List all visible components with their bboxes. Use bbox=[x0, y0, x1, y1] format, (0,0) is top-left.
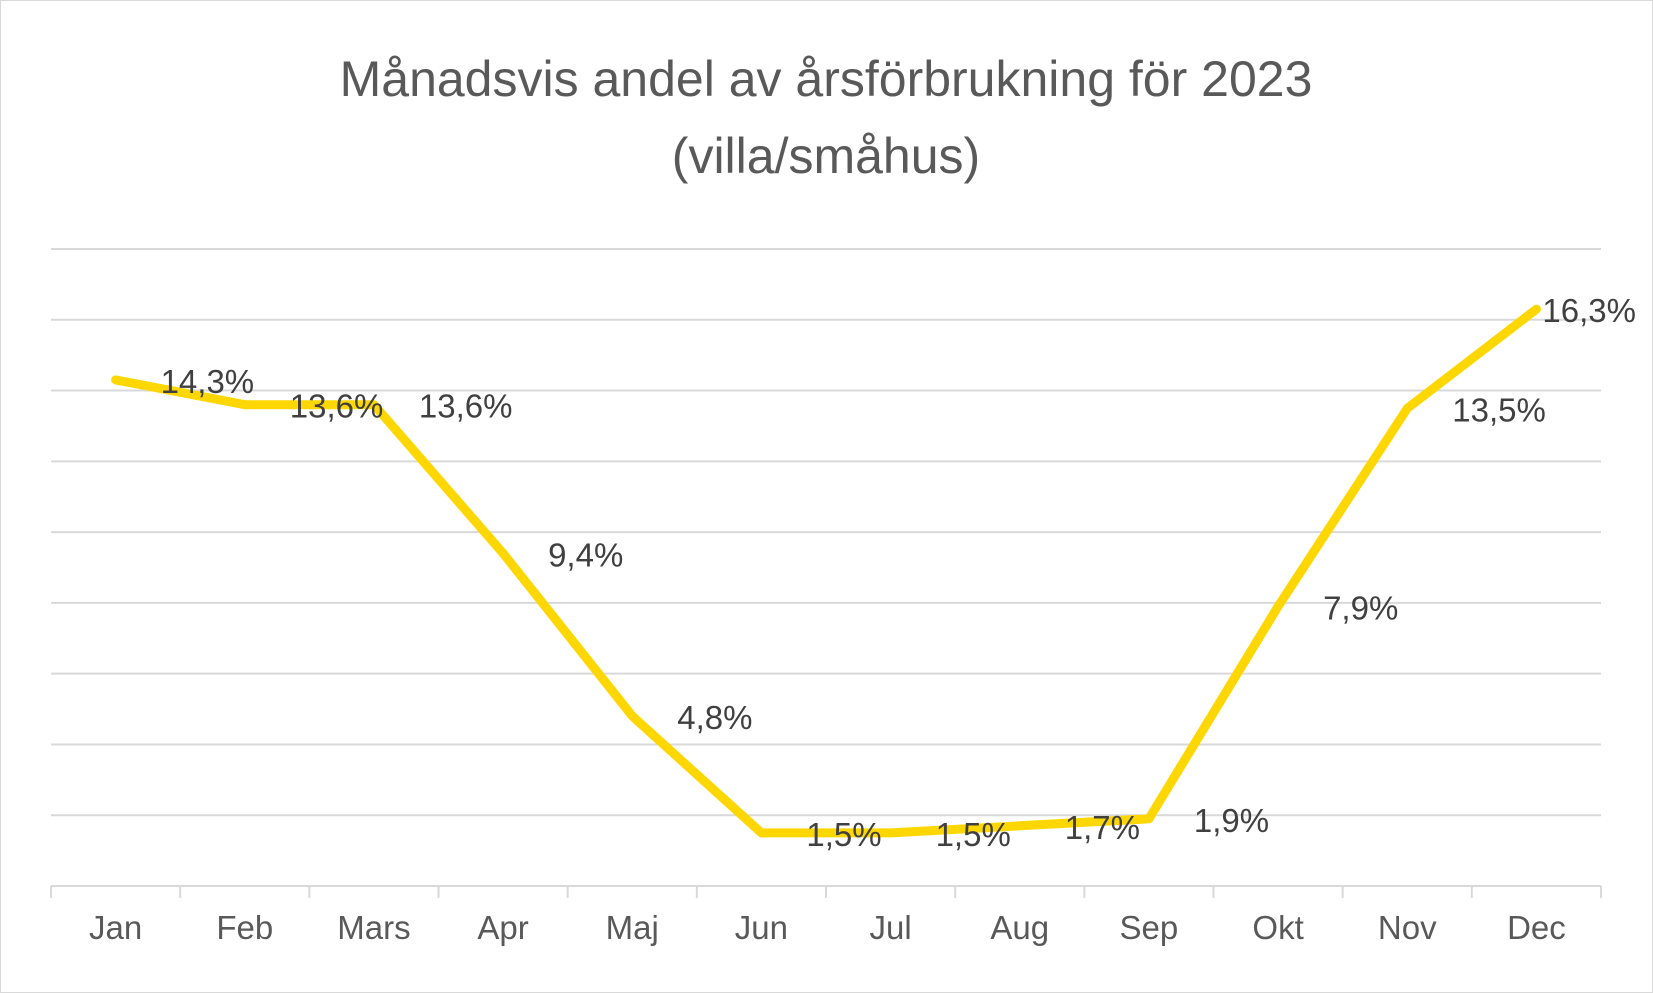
data-label: 14,3% bbox=[161, 363, 255, 400]
data-label: 16,3% bbox=[1542, 292, 1636, 329]
chart-title-line-1: Månadsvis andel av årsförbrukning för 20… bbox=[340, 51, 1313, 107]
gridlines bbox=[51, 248, 1601, 817]
data-label: 1,5% bbox=[806, 816, 881, 853]
data-label: 1,9% bbox=[1194, 802, 1269, 839]
x-tick-label: Mars bbox=[337, 909, 410, 946]
x-tick-label: Nov bbox=[1378, 909, 1437, 946]
x-tick-label: Jul bbox=[869, 909, 911, 946]
data-label: 13,6% bbox=[419, 388, 513, 425]
x-tick-label: Maj bbox=[606, 909, 659, 946]
data-label: 1,5% bbox=[936, 816, 1011, 853]
data-label: 9,4% bbox=[548, 536, 623, 573]
x-tick-label: Jun bbox=[735, 909, 788, 946]
x-tick-label: Sep bbox=[1120, 909, 1179, 946]
data-label: 13,5% bbox=[1452, 391, 1546, 428]
data-label: 4,8% bbox=[677, 699, 752, 736]
x-axis: Jan Feb Mars Apr Maj Jun Jul Aug Sep Okt Nov Dec bbox=[50, 885, 1602, 946]
x-tick-label: Apr bbox=[477, 909, 528, 946]
x-tick-label: Jan bbox=[89, 909, 142, 946]
data-label: 1,7% bbox=[1065, 809, 1140, 846]
data-labels: 14,3% 13,6% 13,6% 9,4% 4,8% 1,5% 1,5% 1,7% 1,9% 7… bbox=[161, 292, 1636, 853]
x-tick-label: Okt bbox=[1252, 909, 1303, 946]
chart-title-line-2: (villa/småhus) bbox=[672, 128, 980, 184]
series-polyline bbox=[111, 304, 1541, 838]
x-tick-label: Feb bbox=[216, 909, 273, 946]
x-tick-label: Aug bbox=[990, 909, 1049, 946]
x-tick-label: Dec bbox=[1507, 909, 1566, 946]
data-label: 13,6% bbox=[290, 388, 384, 425]
series-line bbox=[111, 304, 1541, 838]
data-label: 7,9% bbox=[1323, 589, 1398, 626]
